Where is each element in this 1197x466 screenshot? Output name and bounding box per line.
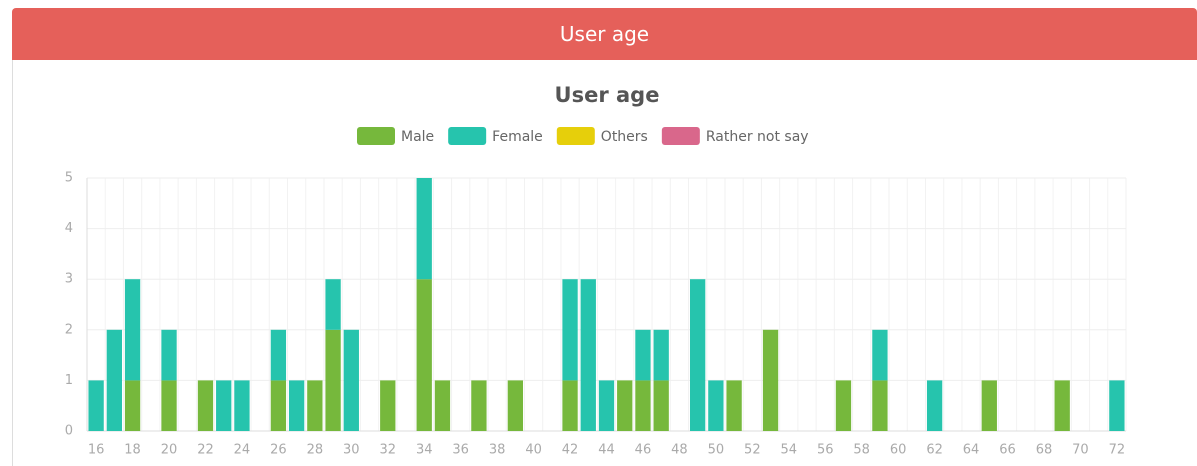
legend-label: Others — [601, 129, 648, 145]
x-tick-label: 60 — [890, 443, 907, 458]
bar-segment — [981, 380, 997, 431]
x-tick-label: 16 — [88, 443, 105, 458]
x-tick-label: 68 — [1036, 443, 1053, 458]
bar-segment — [197, 380, 214, 431]
legend-label: Female — [492, 129, 543, 145]
x-tick-label: 30 — [343, 443, 360, 458]
y-tick-label: 4 — [65, 221, 73, 236]
x-tick-label: 38 — [489, 443, 506, 458]
bar-segment — [471, 380, 487, 431]
x-tick-label: 42 — [562, 443, 579, 458]
x-tick-label: 70 — [1072, 443, 1089, 458]
bar-segment — [288, 380, 305, 431]
legend-swatch — [357, 127, 395, 145]
x-tick-label: 36 — [452, 443, 469, 458]
bar-segment — [507, 380, 524, 431]
bar-segment — [926, 380, 943, 431]
x-tick-label: 58 — [853, 443, 870, 458]
x-tick-label: 18 — [124, 443, 141, 458]
bar-segment — [307, 380, 323, 431]
x-tick-label: 40 — [525, 443, 542, 458]
x-tick-label: 32 — [379, 443, 396, 458]
x-tick-label: 56 — [817, 443, 834, 458]
x-tick-label: 52 — [744, 443, 761, 458]
x-tick-label: 20 — [161, 443, 178, 458]
x-tick-label: 48 — [671, 443, 688, 458]
bar-segment — [343, 329, 359, 431]
bar-segment — [726, 380, 742, 431]
bar-segment — [270, 380, 287, 431]
y-tick-label: 1 — [65, 373, 73, 388]
x-tick-label: 22 — [197, 443, 214, 458]
y-tick-label: 3 — [65, 272, 73, 287]
bar-segment — [325, 329, 341, 431]
bar-segment — [872, 329, 888, 381]
bar-segment — [835, 380, 852, 431]
bar-segment — [598, 380, 615, 431]
legend-swatch — [556, 127, 595, 145]
bar-segment — [562, 380, 578, 431]
x-tick-label: 24 — [234, 443, 251, 458]
bar-segment — [1054, 380, 1070, 431]
bar-segment — [416, 279, 432, 431]
bar-segment — [88, 380, 104, 431]
bar-segment — [124, 380, 141, 431]
y-tick-label: 5 — [65, 171, 73, 186]
bar-segment — [617, 380, 633, 431]
bar-segment — [124, 279, 141, 381]
bar-segment — [562, 279, 578, 381]
bar-segment — [161, 329, 177, 381]
chart-title: User age — [555, 83, 660, 107]
x-tick-label: 46 — [635, 443, 652, 458]
bar-segment — [161, 380, 177, 431]
bar-segment — [380, 380, 396, 431]
bar-segment — [635, 380, 651, 431]
x-tick-label: 26 — [270, 443, 287, 458]
x-tick-label: 50 — [708, 443, 725, 458]
bar-segment — [762, 329, 779, 431]
bar-segment — [689, 279, 706, 431]
bar-segment — [872, 380, 888, 431]
legend-swatch — [448, 127, 487, 145]
x-tick-label: 44 — [598, 443, 615, 458]
x-tick-label: 54 — [781, 443, 798, 458]
bar-segment — [234, 380, 250, 431]
bar-segment — [580, 279, 596, 431]
legend-swatch — [661, 127, 700, 145]
bar-segment — [708, 380, 724, 431]
y-tick-label: 0 — [65, 424, 73, 439]
x-tick-label: 66 — [999, 443, 1016, 458]
bar-segment — [270, 329, 287, 381]
bar-segment — [216, 380, 232, 431]
x-tick-label: 64 — [963, 443, 980, 458]
x-tick-label: 62 — [926, 443, 943, 458]
bar-segment — [635, 329, 651, 381]
bar-segment — [1109, 380, 1125, 431]
bar-segment — [653, 329, 669, 381]
x-tick-label: 34 — [416, 443, 433, 458]
legend-label: Rather not say — [706, 129, 809, 145]
bar-segment — [434, 380, 451, 431]
bar-segment — [653, 380, 669, 431]
legend-label: Male — [401, 129, 434, 145]
bar-segment — [106, 329, 122, 431]
y-tick-label: 2 — [65, 322, 73, 337]
x-tick-label: 28 — [307, 443, 324, 458]
panel-body — [12, 60, 1197, 466]
bar-segment — [416, 178, 432, 280]
x-tick-label: 72 — [1109, 443, 1126, 458]
bar-segment — [325, 279, 341, 330]
panel-header: User age — [12, 8, 1197, 60]
